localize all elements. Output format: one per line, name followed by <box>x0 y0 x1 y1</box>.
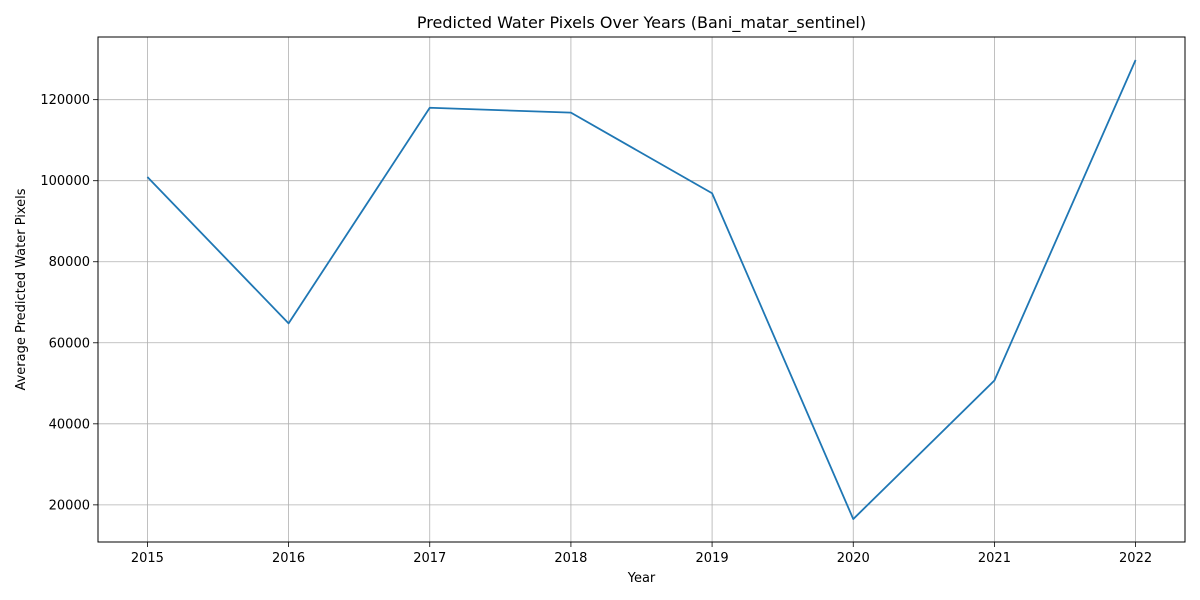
x-tick-label: 2022 <box>1119 551 1152 566</box>
x-tick-label: 2021 <box>978 551 1011 566</box>
y-tick-label: 120000 <box>40 93 90 108</box>
x-tick-label: 2019 <box>696 551 729 566</box>
series-layer <box>146 59 1137 520</box>
series-line <box>146 59 1137 520</box>
y-tick-label: 60000 <box>49 336 90 351</box>
y-tick-label: 20000 <box>49 498 90 513</box>
y-tick-label: 80000 <box>49 255 90 270</box>
x-axis-label: Year <box>627 571 656 586</box>
axis-ticks: 2015 2016 2017 2018 2019 2020 2021 2022 20000 400… <box>40 93 1152 566</box>
y-tick-label: 40000 <box>49 417 90 432</box>
grid-lines <box>98 37 1185 542</box>
x-tick-label: 2018 <box>554 551 587 566</box>
chart-title: Predicted Water Pixels Over Years (Bani_… <box>417 13 866 33</box>
x-tick-label: 2015 <box>131 551 164 566</box>
plot-area-frame <box>97 36 1186 543</box>
x-tick-label: 2020 <box>837 551 870 566</box>
x-tick-label: 2016 <box>272 551 305 566</box>
y-tick-label: 100000 <box>40 174 90 189</box>
x-tick-label: 2017 <box>413 551 446 566</box>
y-axis-label: Average Predicted Water Pixels <box>14 188 29 390</box>
